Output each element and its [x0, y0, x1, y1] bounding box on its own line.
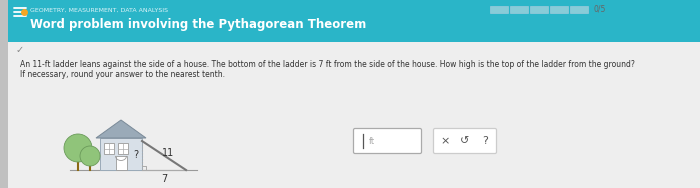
- Text: ↺: ↺: [461, 136, 470, 146]
- Text: Word problem involving the Pythagorean Theorem: Word problem involving the Pythagorean T…: [30, 18, 366, 31]
- Text: ×: ×: [440, 136, 449, 146]
- Text: ?: ?: [482, 136, 488, 146]
- Text: If necessary, round your answer to the nearest tenth.: If necessary, round your answer to the n…: [20, 70, 225, 79]
- Bar: [100, 138, 142, 170]
- Bar: [116, 156, 127, 170]
- Bar: [550, 6, 568, 13]
- Bar: [490, 6, 508, 13]
- Bar: [0, 0, 8, 188]
- Bar: [8, 0, 700, 42]
- Bar: [510, 6, 528, 13]
- Text: GEOMETRY, MEASUREMENT, DATA ANALYSIS: GEOMETRY, MEASUREMENT, DATA ANALYSIS: [30, 8, 168, 13]
- Circle shape: [64, 134, 92, 162]
- Text: 0/5: 0/5: [594, 5, 606, 14]
- FancyBboxPatch shape: [354, 129, 421, 153]
- Text: An 11-ft ladder leans against the side of a house. The bottom of the ladder is 7: An 11-ft ladder leans against the side o…: [20, 60, 635, 69]
- Bar: [118, 143, 128, 154]
- Polygon shape: [96, 120, 146, 138]
- Circle shape: [80, 146, 100, 166]
- Text: ?: ?: [134, 151, 139, 161]
- Text: ✓: ✓: [16, 45, 24, 55]
- Text: 11: 11: [162, 148, 174, 158]
- FancyBboxPatch shape: [433, 129, 496, 153]
- Bar: [530, 6, 548, 13]
- Text: 7: 7: [161, 174, 167, 184]
- Bar: [570, 6, 588, 13]
- Bar: [104, 143, 114, 154]
- Text: ft: ft: [369, 136, 375, 146]
- Bar: [8, 42, 700, 188]
